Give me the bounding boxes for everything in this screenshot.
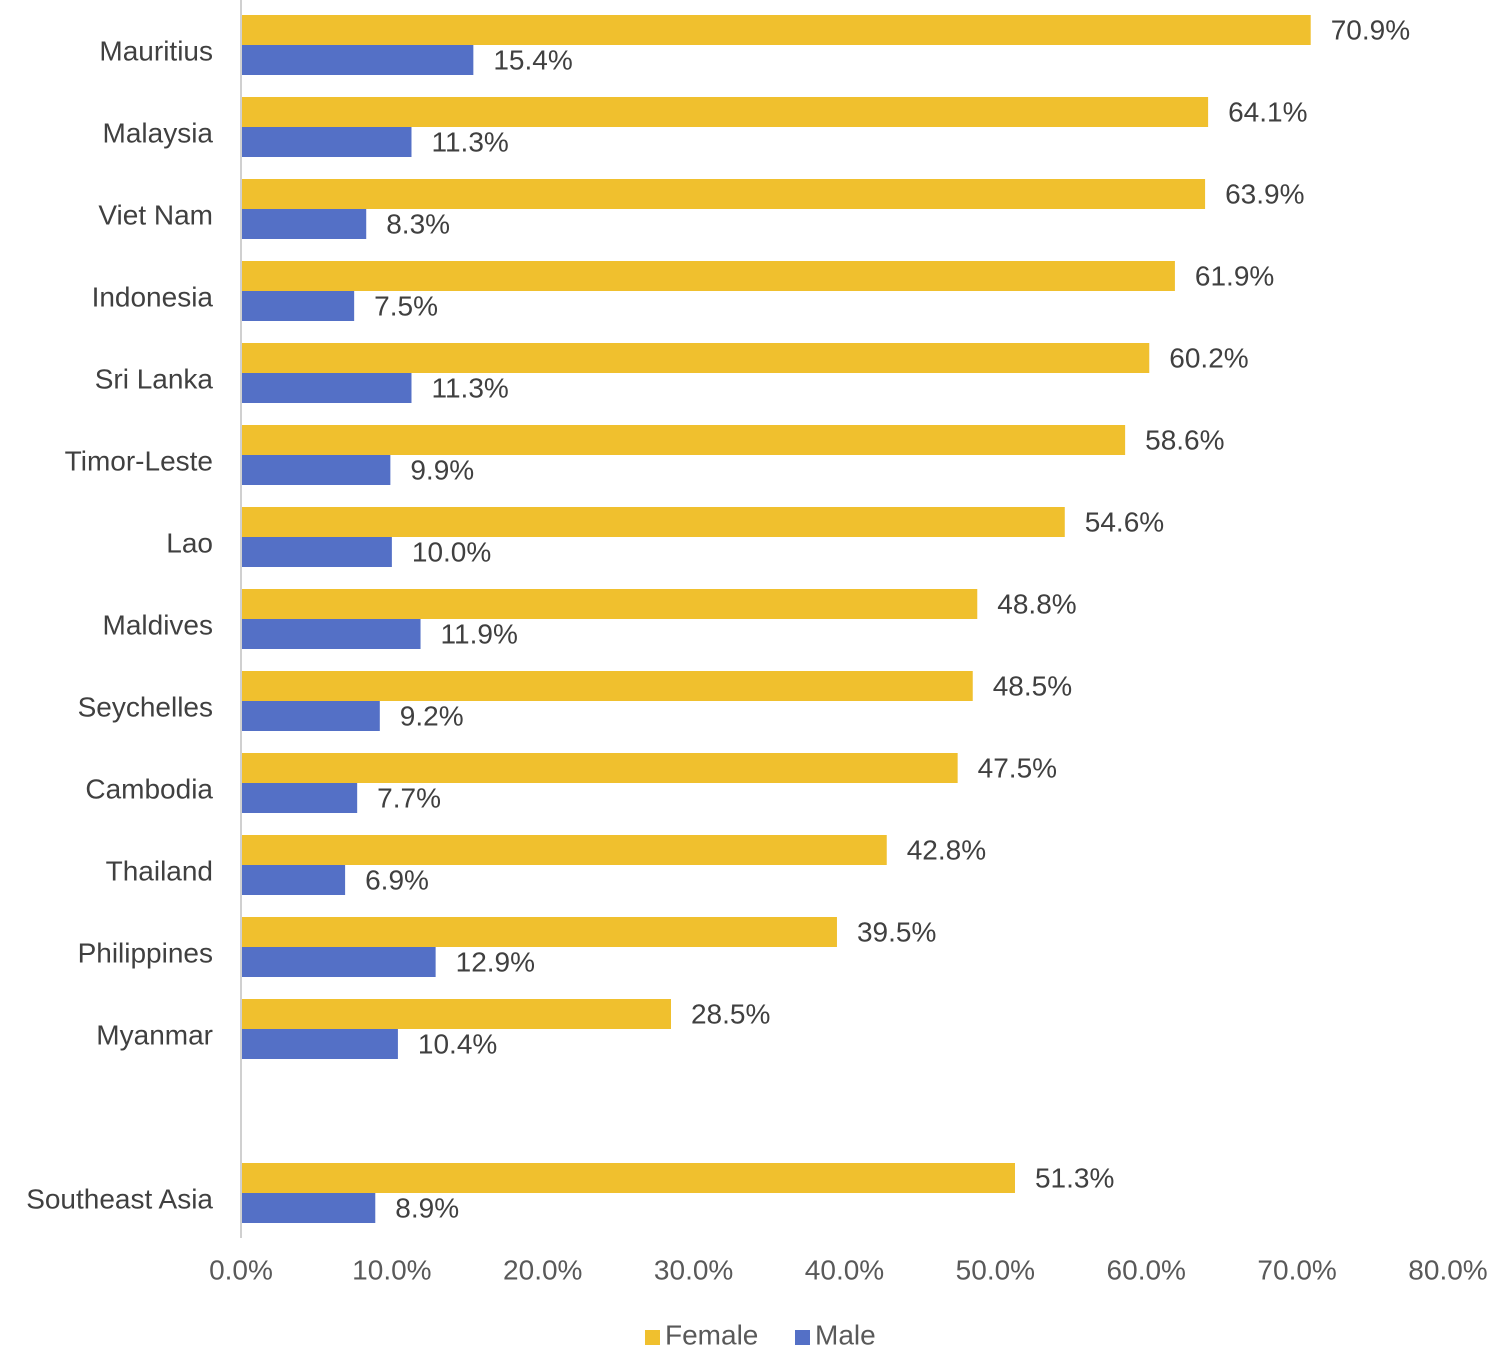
legend-label-male: Male — [815, 1319, 876, 1350]
bar-male-sri-lanka — [241, 373, 412, 403]
bar-male-philippines — [241, 947, 436, 977]
data-label-male-thailand: 6.9% — [365, 864, 429, 895]
bar-male-lao — [241, 537, 392, 567]
data-label-male-timor-leste: 9.9% — [410, 454, 474, 485]
bar-female-thailand — [241, 835, 887, 865]
data-label-female-myanmar: 28.5% — [691, 998, 770, 1029]
x-tick-label: 70.0% — [1257, 1254, 1336, 1285]
bar-male-malaysia — [241, 127, 412, 157]
data-label-female-maldives: 48.8% — [997, 588, 1076, 619]
data-label-male-myanmar: 10.4% — [418, 1028, 497, 1059]
category-label-timor-leste: Timor-Leste — [65, 445, 213, 476]
x-tick-label: 50.0% — [956, 1254, 1035, 1285]
data-label-male-southeast-asia: 8.9% — [395, 1192, 459, 1223]
data-label-male-indonesia: 7.5% — [374, 290, 438, 321]
category-label-sri-lanka: Sri Lanka — [95, 363, 214, 394]
bar-female-timor-leste — [241, 425, 1126, 455]
data-label-male-viet-nam: 8.3% — [386, 208, 450, 239]
bar-female-cambodia — [241, 753, 958, 783]
bar-male-southeast-asia — [241, 1193, 376, 1223]
category-label-thailand: Thailand — [106, 855, 213, 886]
category-label-philippines: Philippines — [78, 937, 213, 968]
x-tick-label: 0.0% — [209, 1254, 273, 1285]
legend-label-female: Female — [665, 1319, 758, 1350]
bar-female-mauritius — [241, 15, 1311, 45]
bar-female-southeast-asia — [241, 1163, 1015, 1193]
data-label-male-cambodia: 7.7% — [377, 782, 441, 813]
bar-male-seychelles — [241, 701, 380, 731]
data-label-female-timor-leste: 58.6% — [1145, 424, 1224, 455]
data-label-female-southeast-asia: 51.3% — [1035, 1162, 1114, 1193]
bar-female-viet-nam — [241, 179, 1206, 209]
category-label-cambodia: Cambodia — [85, 773, 213, 804]
data-label-male-philippines: 12.9% — [456, 946, 535, 977]
x-tick-label: 80.0% — [1408, 1254, 1487, 1285]
x-tick-label: 30.0% — [654, 1254, 733, 1285]
data-label-male-lao: 10.0% — [412, 536, 491, 567]
bar-male-cambodia — [241, 783, 358, 813]
bar-male-viet-nam — [241, 209, 367, 239]
data-label-female-cambodia: 47.5% — [978, 752, 1057, 783]
bar-female-sri-lanka — [241, 343, 1150, 373]
legend: Female Male — [645, 1319, 876, 1350]
category-label-southeast-asia: Southeast Asia — [26, 1183, 213, 1214]
data-label-female-lao: 54.6% — [1085, 506, 1164, 537]
data-label-male-mauritius: 15.4% — [493, 44, 572, 75]
x-tick-label: 20.0% — [503, 1254, 582, 1285]
bar-female-malaysia — [241, 97, 1209, 127]
bar-male-indonesia — [241, 291, 355, 321]
legend-swatch-male — [795, 1330, 810, 1345]
data-label-female-indonesia: 61.9% — [1195, 260, 1274, 291]
legend-swatch-female — [645, 1330, 660, 1345]
x-tick-label: 40.0% — [805, 1254, 884, 1285]
category-label-viet-nam: Viet Nam — [98, 199, 213, 230]
data-label-female-mauritius: 70.9% — [1331, 14, 1410, 45]
bar-female-maldives — [241, 589, 978, 619]
data-label-male-malaysia: 11.3% — [431, 126, 508, 157]
bars-layer — [241, 15, 1311, 1223]
data-label-female-seychelles: 48.5% — [993, 670, 1072, 701]
x-tick-label: 10.0% — [352, 1254, 431, 1285]
bar-female-lao — [241, 507, 1065, 537]
x-axis-ticks: 0.0% 10.0% 20.0% 30.0% 40.0% 50.0% 60.0% 70.0% 8… — [209, 1254, 1488, 1285]
bar-female-myanmar — [241, 999, 671, 1029]
data-label-male-sri-lanka: 11.3% — [431, 372, 508, 403]
bar-female-indonesia — [241, 261, 1175, 291]
bar-male-myanmar — [241, 1029, 398, 1059]
category-label-myanmar: Myanmar — [96, 1019, 213, 1050]
category-labels: Mauritius Malaysia Viet Nam Indonesia Sri La… — [26, 35, 213, 1214]
bar-male-timor-leste — [241, 455, 391, 485]
bar-male-mauritius — [241, 45, 474, 75]
data-label-female-philippines: 39.5% — [857, 916, 936, 947]
bar-male-thailand — [241, 865, 346, 895]
category-label-maldives: Maldives — [103, 609, 213, 640]
category-label-mauritius: Mauritius — [99, 35, 213, 66]
bar-male-maldives — [241, 619, 421, 649]
data-label-female-sri-lanka: 60.2% — [1169, 342, 1248, 373]
data-label-female-malaysia: 64.1% — [1228, 96, 1307, 127]
data-label-male-maldives: 11.9% — [441, 618, 518, 649]
bar-female-seychelles — [241, 671, 973, 701]
data-labels-layer: 70.9% 15.4% 64.1% 11.3% 63.9% 8.3% 61.9% 7.5% 60… — [365, 14, 1410, 1223]
x-tick-label: 60.0% — [1107, 1254, 1186, 1285]
category-label-seychelles: Seychelles — [78, 691, 213, 722]
category-label-malaysia: Malaysia — [103, 117, 214, 148]
category-label-indonesia: Indonesia — [92, 281, 214, 312]
data-label-female-viet-nam: 63.9% — [1225, 178, 1304, 209]
data-label-male-seychelles: 9.2% — [400, 700, 464, 731]
bar-female-philippines — [241, 917, 837, 947]
category-label-lao: Lao — [166, 527, 213, 558]
data-label-female-thailand: 42.8% — [907, 834, 986, 865]
